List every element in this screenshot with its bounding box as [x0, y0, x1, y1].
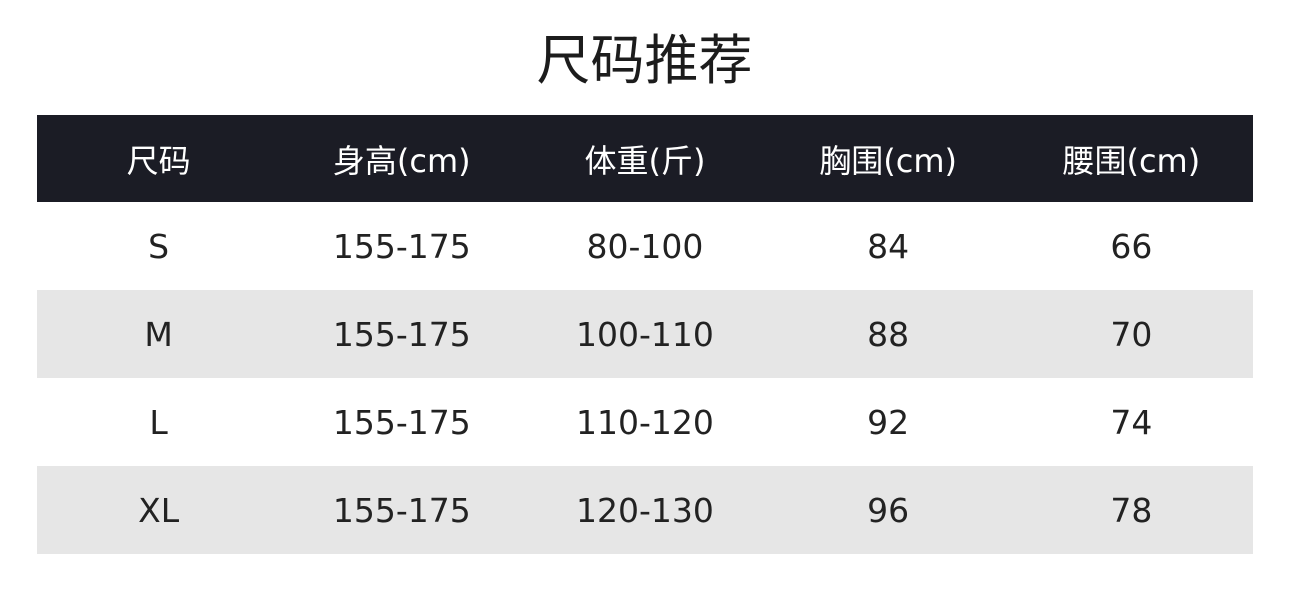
size-table: 尺码 身高(cm) 体重(斤) 胸围(cm) 腰围(cm) S 155-175 80… [37, 115, 1253, 554]
cell-height: 155-175 [332, 490, 471, 530]
table-row: M 155-175 100-110 88 70 [37, 290, 1253, 378]
cell-waist: 74 [1110, 402, 1153, 442]
cell-height: 155-175 [332, 402, 471, 442]
cell-weight: 120-130 [576, 490, 714, 530]
header-weight: 体重(斤) [584, 141, 706, 180]
table-row: S 155-175 80-100 84 66 [37, 202, 1253, 290]
cell-size: L [149, 402, 168, 442]
page-title: 尺码推荐 [536, 29, 753, 92]
cell-chest: 84 [867, 226, 910, 266]
cell-weight: 110-120 [576, 402, 714, 442]
cell-weight: 100-110 [576, 314, 714, 354]
table-header-row: 尺码 身高(cm) 体重(斤) 胸围(cm) 腰围(cm) [37, 115, 1253, 202]
header-chest: 胸围(cm) [819, 141, 958, 180]
cell-chest: 96 [867, 490, 910, 530]
cell-size: XL [138, 490, 180, 530]
cell-waist: 66 [1110, 226, 1153, 266]
cell-size: M [144, 314, 173, 354]
cell-waist: 70 [1110, 314, 1153, 354]
cell-height: 155-175 [332, 226, 471, 266]
table-row: XL 155-175 120-130 96 78 [37, 466, 1253, 554]
cell-height: 155-175 [332, 314, 471, 354]
cell-chest: 88 [867, 314, 910, 354]
cell-waist: 78 [1110, 490, 1153, 530]
header-size: 尺码 [126, 141, 191, 180]
cell-weight: 80-100 [586, 226, 704, 266]
header-height: 身高(cm) [332, 141, 471, 180]
cell-chest: 92 [867, 402, 910, 442]
table-row: L 155-175 110-120 92 74 [37, 378, 1253, 466]
cell-size: S [148, 226, 170, 266]
header-waist: 腰围(cm) [1062, 141, 1201, 180]
